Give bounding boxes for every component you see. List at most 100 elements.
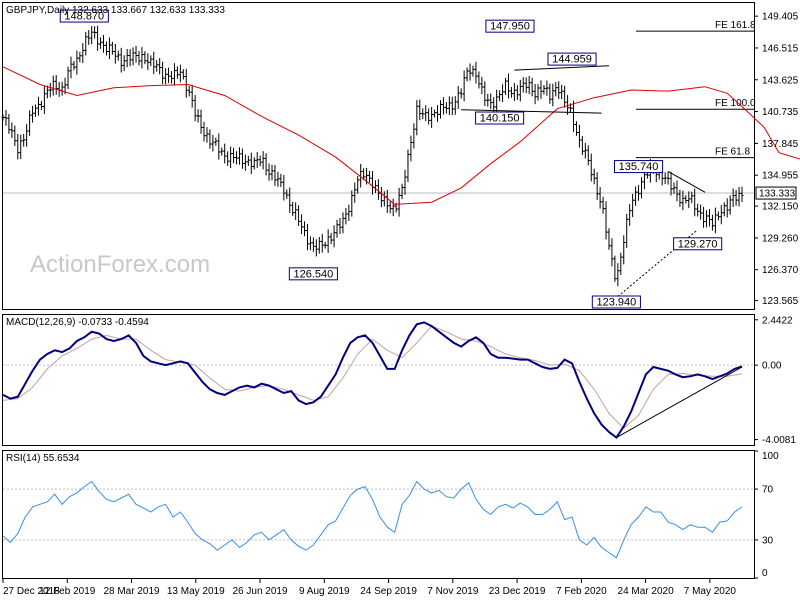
x-tick-label: 12 Feb 2019 (39, 586, 96, 597)
price-bar (226, 151, 230, 166)
price-bar (672, 182, 676, 195)
price-bar (557, 81, 561, 100)
price-bar (441, 97, 445, 115)
price-bar (518, 79, 522, 102)
price-annotation-label: 148.870 (64, 11, 104, 23)
price-bar (427, 108, 431, 125)
price-bar (175, 66, 179, 79)
price-bar (353, 182, 357, 203)
price-bar (235, 151, 239, 165)
price-bar (252, 157, 256, 170)
macd-y-tick-label: 2.4422 (762, 315, 793, 326)
trendline-annotations (461, 65, 706, 297)
price-bar (347, 204, 351, 221)
price-bar (255, 152, 259, 168)
price-bar (409, 135, 413, 162)
price-bar (436, 105, 440, 122)
macd-y-axis: 2.4422 0.00 -4.0081 (754, 315, 796, 446)
price-bar (459, 88, 463, 99)
price-bar (512, 82, 516, 101)
price-bar (69, 56, 73, 79)
price-bar (716, 211, 720, 221)
price-bar (486, 93, 490, 107)
price-bar (687, 191, 691, 209)
price-bar (107, 37, 111, 60)
price-bar (545, 80, 549, 96)
price-annotation: 123.940 (591, 295, 641, 309)
rsi-line (2, 480, 743, 559)
fib-level-label: FE 61.8 (715, 147, 750, 158)
price-bar (335, 219, 339, 238)
price-bar (193, 95, 197, 122)
x-tick-label: 23 Dec 2019 (489, 586, 546, 597)
price-bar (471, 65, 475, 77)
price-bar (63, 77, 67, 95)
x-tick-label: 7 Feb 2020 (556, 586, 607, 597)
price-bar (542, 84, 546, 95)
macd-signal-line (2, 325, 743, 429)
price-bar (264, 153, 268, 176)
price-bar (10, 122, 14, 139)
current-price-box-bg (755, 186, 797, 200)
price-bar (84, 31, 88, 56)
price-bar (149, 55, 153, 67)
price-bar (536, 84, 540, 101)
fibonacci-levels: FE 161.8 FE 100.0 FE 61.8 (636, 20, 756, 159)
price-bar (113, 43, 117, 64)
price-bar (554, 82, 558, 97)
price-bar (368, 170, 372, 183)
price-bar (628, 204, 632, 226)
price-y-tick-label: 134.955 (762, 171, 799, 182)
range-top-line (514, 65, 610, 71)
price-bar (282, 174, 286, 201)
price-bar (72, 61, 76, 71)
price-bar (362, 168, 366, 181)
price-bar (580, 136, 584, 155)
price-annotation-label: 140.150 (480, 113, 520, 125)
price-annotation-label: 123.940 (596, 297, 636, 309)
price-bar (119, 47, 123, 73)
price-bar (663, 172, 667, 185)
price-bar (725, 198, 729, 218)
price-bar (498, 90, 502, 102)
price-panel-frame (2, 2, 755, 310)
price-bar (93, 26, 97, 39)
price-annotation-label: 147.950 (490, 21, 530, 33)
price-bar (509, 86, 513, 98)
price-header: GBPJPY,Daily 132.633 133.667 132.633 133… (6, 5, 225, 16)
price-bar (376, 179, 380, 200)
x-tick-label: 28 Mar 2019 (103, 586, 160, 597)
price-annotation-label: 144.959 (552, 54, 592, 66)
price-y-tick-label: 149.405 (762, 12, 799, 23)
macd-header: MACD(12,26,9) -0.0733 -0.4594 (6, 317, 149, 328)
price-bar (524, 77, 528, 94)
price-bar (604, 201, 608, 240)
price-y-tick-label: 143.625 (762, 75, 799, 86)
price-bar (477, 71, 481, 89)
price-bar (592, 168, 596, 185)
price-bar (169, 71, 173, 84)
price-bar (548, 83, 552, 104)
price-bar (320, 233, 324, 253)
price-bar (728, 195, 732, 215)
price-bar (122, 55, 126, 71)
price-bar (631, 193, 635, 217)
price-annotations: 148.870 126.540 147.950 144.959 140.150 135.7… (59, 9, 723, 309)
price-bar (468, 63, 472, 81)
price-bar (311, 237, 315, 252)
macd-y-tick-label: 0.00 (762, 361, 782, 372)
price-bar (329, 233, 333, 244)
price-bar (669, 171, 673, 196)
price-bar (634, 186, 638, 206)
price-bar (199, 109, 203, 134)
price-bar (1, 114, 5, 121)
price-bar (78, 51, 82, 63)
price-bar (45, 85, 49, 99)
price-bar (81, 43, 85, 64)
price-bar (403, 169, 407, 195)
range-bottom-line (461, 109, 602, 114)
price-bar (140, 47, 144, 69)
